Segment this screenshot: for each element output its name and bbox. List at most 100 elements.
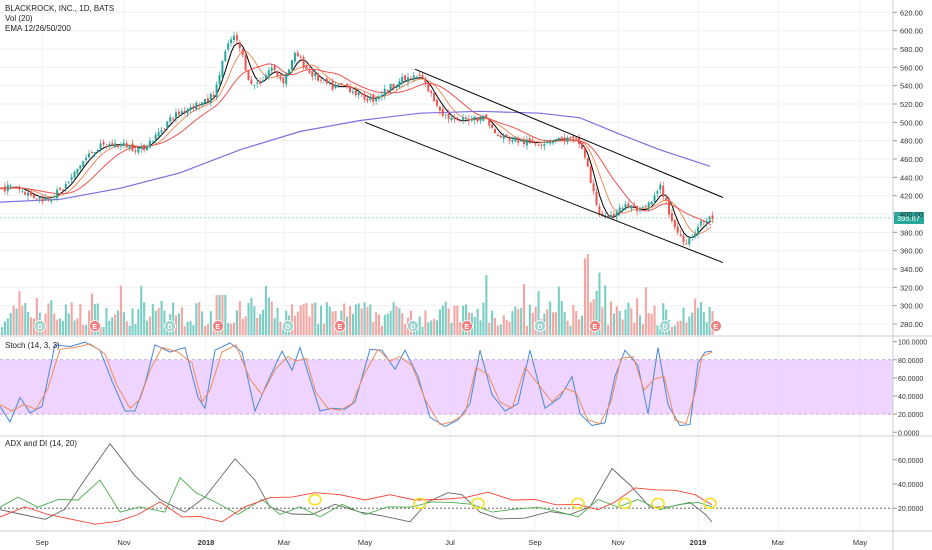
candle-body (143, 144, 146, 151)
volume-bar (279, 321, 282, 335)
candle-body (650, 201, 653, 205)
event-marker-earnings[interactable] (461, 320, 473, 332)
volume-bar (566, 320, 569, 335)
event-marker-dividend[interactable] (407, 320, 419, 332)
candle-body (311, 70, 314, 77)
price-tick-label: 580.00 (900, 45, 923, 54)
volume-bar (699, 302, 702, 335)
event-marker-label: E (713, 324, 718, 331)
volume-bar (331, 311, 334, 335)
channel-upper-line[interactable] (414, 68, 724, 198)
event-marker-earnings[interactable] (212, 320, 224, 332)
volume-bar (137, 309, 140, 335)
volume-bar (465, 304, 468, 335)
volume-bar (299, 305, 302, 335)
adx-line (0, 443, 713, 523)
price-tick-label: 440.00 (900, 173, 923, 182)
candle-body (151, 141, 154, 143)
volume-bar (32, 318, 35, 335)
volume-bar (15, 308, 18, 335)
candle-body (694, 233, 697, 236)
event-marker-earnings[interactable] (89, 320, 101, 332)
volume-bar (656, 325, 659, 335)
candle-body (128, 145, 131, 149)
volume-bar (250, 297, 253, 335)
volume-bar (691, 312, 694, 335)
volume-bar (424, 310, 427, 335)
last-price-label: 395.67 (897, 214, 920, 223)
candle-body (41, 198, 44, 202)
candle-body (438, 106, 441, 111)
highlight-circle[interactable] (703, 497, 717, 510)
volume-bar (627, 302, 630, 335)
adx-panel[interactable] (0, 443, 893, 525)
candle-body (67, 181, 70, 183)
volume-bar (366, 306, 369, 335)
candle-body (566, 137, 569, 143)
candle-body (517, 138, 520, 143)
volume-bar (430, 320, 433, 335)
event-marker-earnings[interactable] (589, 320, 601, 332)
volume-bar (444, 301, 447, 335)
volume-bar (180, 307, 183, 335)
volume-bar (421, 326, 424, 335)
volume-bar (134, 324, 137, 335)
volume-bar (447, 308, 450, 335)
adx-tick-label: 40.0000 (898, 482, 923, 489)
candle-body (314, 73, 317, 77)
stoch-panel[interactable] (0, 341, 893, 427)
price-panel[interactable]: 395.67 D E D E D E D E D E D E (0, 31, 924, 335)
candle-body (615, 212, 618, 217)
candle-body (131, 143, 134, 151)
candle-body (206, 98, 209, 102)
event-marker-dividend[interactable] (34, 320, 46, 332)
event-marker-dividend[interactable] (534, 320, 546, 332)
candle-body (572, 136, 575, 139)
event-marker-dividend[interactable] (659, 320, 671, 332)
candle-body (305, 65, 308, 69)
candle-body (212, 94, 215, 97)
volume-bar (682, 307, 685, 335)
highlight-circle[interactable] (471, 497, 485, 510)
highlight-circle[interactable] (651, 497, 665, 510)
candle-body (581, 142, 583, 149)
candle-body (682, 235, 685, 242)
candle-body (204, 99, 206, 104)
volume-bar (128, 325, 131, 335)
candle-body (320, 79, 322, 81)
event-marker-dividend[interactable] (282, 320, 294, 332)
event-marker-dividend[interactable] (164, 320, 176, 332)
channel-lower-line[interactable] (364, 121, 724, 264)
event-marker-earnings[interactable] (710, 320, 722, 332)
volume-bar (227, 323, 230, 335)
price-tick-label: 560.00 (900, 63, 923, 72)
candle-body (233, 35, 235, 40)
candle-body (369, 96, 372, 101)
volume-bar (206, 324, 209, 335)
candle-body (18, 188, 21, 190)
volume-bar (177, 313, 180, 335)
volume-bar (401, 312, 404, 335)
candle-body (114, 143, 117, 148)
event-marker-earnings[interactable] (334, 320, 346, 332)
candle-body (447, 113, 450, 119)
highlight-circle[interactable] (571, 497, 585, 510)
candle-body (598, 206, 601, 215)
highlight-circle[interactable] (618, 497, 632, 510)
volume-bar (320, 305, 323, 335)
volume-bar (276, 307, 279, 335)
highlight-circle[interactable] (413, 497, 427, 510)
highlight-circle[interactable] (308, 493, 322, 506)
candle-body (227, 43, 230, 50)
candle-body (302, 57, 305, 68)
volume-bar (554, 312, 557, 335)
volume-bar (688, 316, 691, 335)
volume-bar (517, 309, 520, 335)
volume-bar (21, 306, 24, 335)
volume-bar (215, 295, 218, 335)
price-tick-label: 540.00 (900, 82, 923, 91)
volume-bar (514, 306, 517, 335)
candle-body (9, 185, 12, 187)
ema-26-line (0, 50, 712, 235)
price-tick-label: 420.00 (900, 192, 923, 201)
